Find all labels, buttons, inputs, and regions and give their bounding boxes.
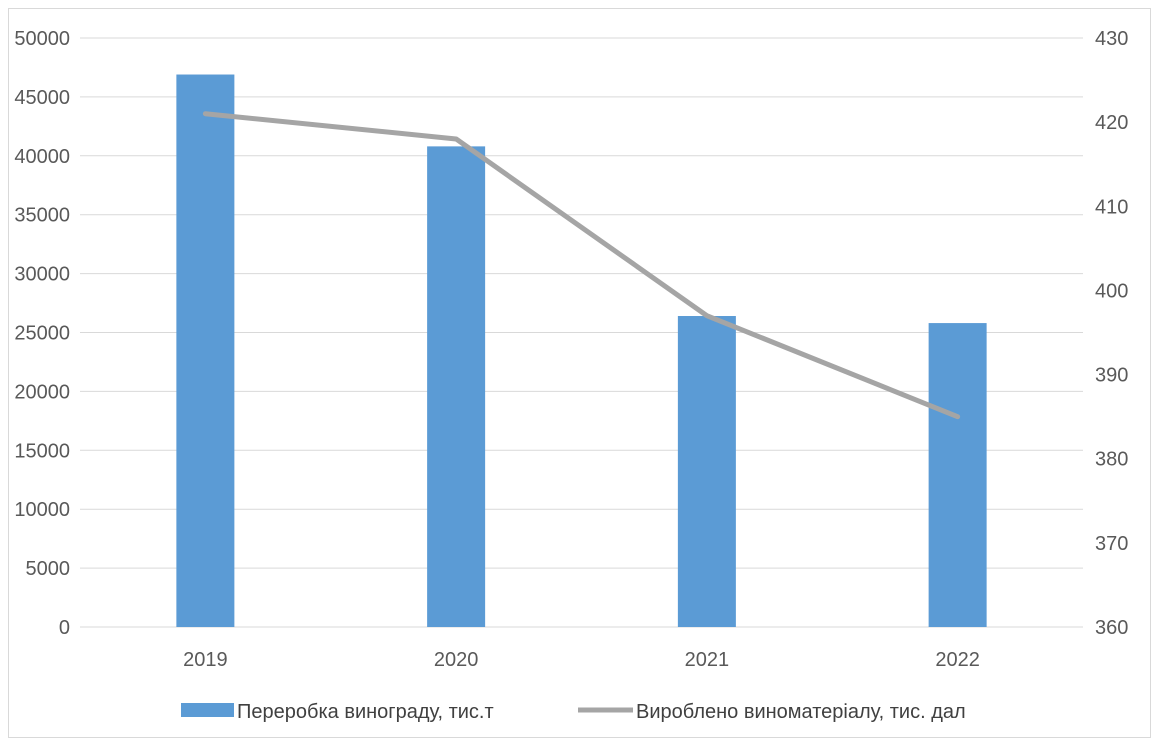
y-tick-label-left: 20000: [14, 381, 70, 403]
x-tick-label: 2022: [935, 649, 980, 671]
y-tick-label-right: 410: [1095, 196, 1128, 218]
y-tick-label-left: 15000: [14, 440, 70, 462]
y-tick-label-right: 430: [1095, 28, 1128, 50]
legend-swatch-bars: [181, 703, 234, 717]
line-series: [202, 111, 961, 420]
bar-series: [176, 74, 987, 627]
legend: Переробка винограду, тис.т Вироблено вин…: [181, 701, 966, 723]
legend-label-line: Вироблено виноматеріалу, тис. дал: [636, 701, 966, 723]
bar: [176, 74, 235, 627]
y-axis-right: 360 370 380 390 400 410 420 430: [1095, 28, 1128, 639]
y-tick-label-left: 50000: [14, 28, 70, 50]
legend-label-bars: Переробка винограду, тис.т: [237, 701, 494, 723]
x-axis: 2019 2020 2021 2022: [183, 649, 980, 671]
y-tick-label-left: 25000: [14, 323, 70, 345]
y-tick-label-right: 370: [1095, 533, 1128, 555]
y-tick-label-right: 390: [1095, 365, 1128, 387]
y-tick-label-right: 420: [1095, 112, 1128, 134]
bar: [677, 316, 736, 627]
y-tick-label-left: 30000: [14, 264, 70, 286]
y-tick-label-right: 400: [1095, 280, 1128, 302]
bar: [427, 146, 486, 627]
y-tick-label-left: 0: [59, 617, 70, 639]
y-tick-label-left: 10000: [14, 499, 70, 521]
y-tick-label-left: 35000: [14, 205, 70, 227]
x-tick-label: 2019: [183, 649, 228, 671]
y-tick-label-left: 40000: [14, 146, 70, 168]
line-path: [202, 111, 961, 420]
x-tick-label: 2021: [685, 649, 730, 671]
y-tick-label-right: 380: [1095, 449, 1128, 471]
x-tick-label: 2020: [434, 649, 479, 671]
y-tick-label-left: 45000: [14, 87, 70, 109]
bar: [928, 323, 987, 627]
y-tick-label-left: 5000: [26, 558, 71, 580]
y-axis-left: 0 5000 10000 15000 20000 25000 30000 35000 40000…: [14, 28, 70, 639]
gridlines: [80, 37, 1083, 628]
y-tick-label-right: 360: [1095, 617, 1128, 639]
